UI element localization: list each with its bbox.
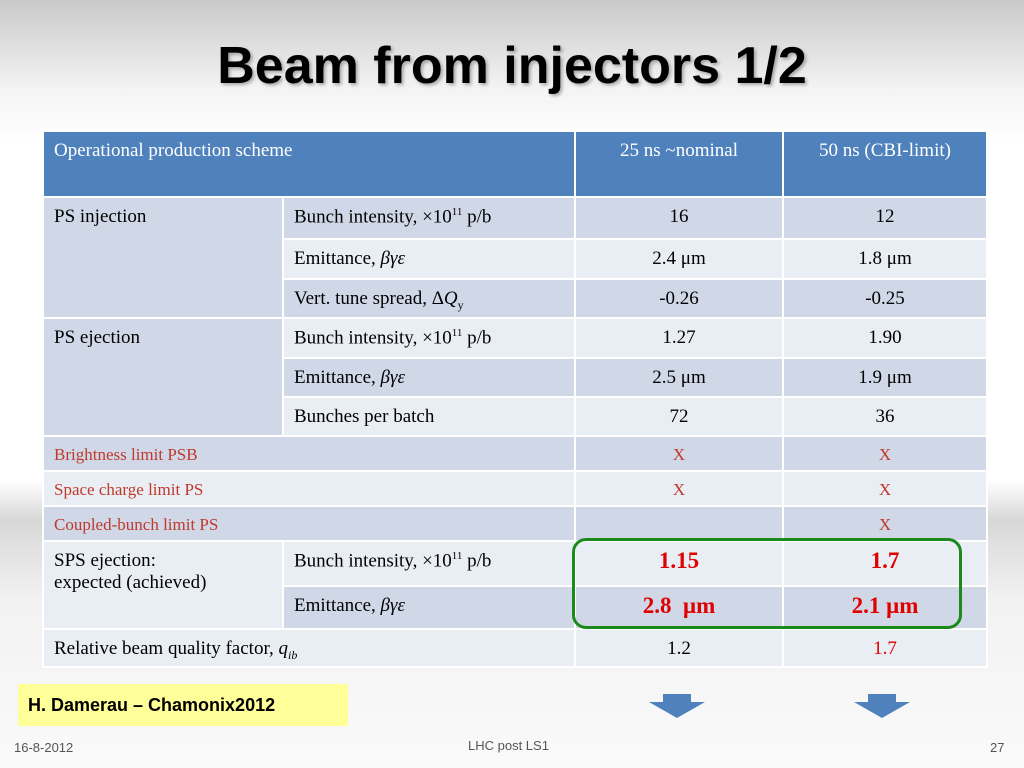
down-arrow <box>649 694 705 718</box>
cell-text: 11 <box>451 327 463 339</box>
cell-text: 12 <box>782 196 989 240</box>
cell-text: βγε <box>380 248 405 269</box>
cell-text: 1.7 <box>782 628 989 668</box>
cell-text: Emittance, <box>294 248 381 269</box>
table-row: PS ejection Bunch intensity, ×1011 p/b 1… <box>42 317 989 437</box>
table-cell: Operational production scheme 25 ns ~nomi… <box>41 130 989 668</box>
cell-text: 1.90 <box>782 317 989 359</box>
table-cell: ib <box>288 648 297 662</box>
cell-text: Vert. tune spread, Δ <box>294 288 444 309</box>
cell-text: 11 <box>451 550 463 562</box>
table-cell: Bunch intensity, ×1011 p/b <box>281 317 577 359</box>
cell-text: 16 <box>574 196 785 240</box>
cell-text: expected (achieved) <box>54 572 207 593</box>
cell-text: 1.8 μm <box>782 238 989 280</box>
cell-text: βγε <box>380 367 405 388</box>
cell-text: X <box>574 435 785 472</box>
table-row: Operational production scheme 25 ns ~nomi… <box>41 130 989 198</box>
cell-text: Coupled-bunch limit PS <box>41 505 577 542</box>
title: Beam from injectors 1/2 <box>217 37 807 95</box>
table-row: Emittance, βγε 2.5 μm 1.9 μm <box>43 357 989 398</box>
cell-text: Emittance, <box>294 367 381 388</box>
cell-text: Relative beam quality factor, <box>54 638 279 659</box>
cell-text: p/b <box>462 206 492 228</box>
table-cell: Emittance, βγε <box>281 238 577 280</box>
cell-text: q <box>278 638 289 659</box>
table-cell: Emittance, βγε <box>281 357 577 398</box>
cell-text: Space charge limit PS <box>41 470 577 507</box>
cell-text: 1.15 <box>574 540 785 587</box>
cell-text: X <box>782 505 989 542</box>
cell-text: 2.5 μm <box>574 357 785 398</box>
down-arrow <box>854 694 910 718</box>
table-cell <box>574 505 785 542</box>
cell-text: 50 ns (CBI-limit) <box>782 130 989 198</box>
cell-text: 25 ns ~nominal <box>574 130 785 198</box>
cell-text: X <box>574 470 785 507</box>
table-cell: Bunch intensity, ×1011 p/b <box>281 196 577 240</box>
table-cell: Bunch intensity, ×1011 p/b <box>281 540 577 587</box>
cell-text: 72 <box>574 396 785 437</box>
table-cell: Relative beam quality factor, qib <box>41 628 577 668</box>
cell-text: Bunch intensity, ×10 <box>294 206 452 228</box>
cell-text: p/b <box>462 327 492 349</box>
table: Operational production scheme 25 ns ~nomi… <box>41 130 989 668</box>
cell-text: Bunches per batch <box>281 396 577 437</box>
table-cell: SPS ejection: expected (achieved) <box>42 540 284 630</box>
cell-text: ib <box>288 647 298 662</box>
footer-center: LHC post LS1 <box>468 738 549 753</box>
cell-text: Brightness limit PSB <box>41 435 577 472</box>
table-cell: Emittance, βγε <box>281 585 577 630</box>
table-row: PS injection Bunch intensity, ×1011 p/b … <box>42 196 989 319</box>
table-row: Relative beam quality factor, qib 1.2 1.7 <box>41 628 989 668</box>
page-number: 27 <box>990 740 1005 755</box>
cell-text: y <box>457 297 464 312</box>
cell-text: Emittance, <box>294 595 381 616</box>
cell-text: 1.2 <box>574 628 785 668</box>
table-row: Coupled-bunch limit PS X <box>41 505 989 542</box>
table-row: Emittance, βγε 2.4 μm 1.8 μm <box>43 238 989 280</box>
cell-text: Operational production scheme <box>41 130 577 198</box>
cell-text: 2.4 μm <box>574 238 785 280</box>
table-row: Space charge limit PS X X <box>41 470 989 507</box>
cell-text: 1.9 μm <box>782 357 989 398</box>
cell-text: X <box>782 435 989 472</box>
cell-text: βγε <box>380 595 405 616</box>
table-row: Vert. tune spread, ΔQy -0.26 -0.25 <box>43 278 989 319</box>
cell-text: X <box>782 470 989 507</box>
credit: H. Damerau – Chamonix2012 <box>18 684 348 726</box>
cell-text: -0.25 <box>782 278 989 319</box>
table-row: SPS ejection: expected (achieved) Bunch i… <box>42 540 989 630</box>
cell-text: -0.26 <box>574 278 785 319</box>
cell-text: SPS ejection: <box>54 550 156 571</box>
table-cell: Vert. tune spread, ΔQy <box>281 278 577 319</box>
cell-text: 11 <box>451 206 463 218</box>
cell-text: Bunch intensity, ×10 <box>294 327 452 349</box>
cell-text: p/b <box>462 550 492 572</box>
table-row: Bunches per batch 72 36 <box>43 396 989 437</box>
cell-text: Bunch intensity, ×10 <box>294 550 452 572</box>
cell-text: PS injection <box>42 196 284 319</box>
date: 16-8-2012 <box>14 740 74 755</box>
cell-text: PS ejection <box>42 317 284 437</box>
highlight-box <box>572 538 962 629</box>
cell-text: Q <box>443 288 458 309</box>
table-row: Brightness limit PSB X X <box>41 435 989 472</box>
cell-text: 36 <box>782 396 989 437</box>
cell-text: 1.27 <box>574 317 785 359</box>
